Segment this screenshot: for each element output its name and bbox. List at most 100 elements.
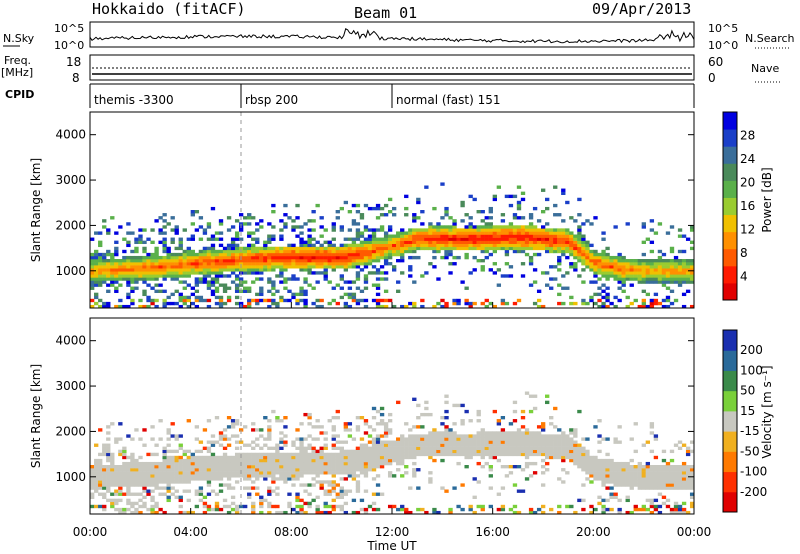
heat-cell	[170, 255, 175, 260]
heat-cell	[532, 406, 538, 411]
heat-cell	[154, 277, 159, 281]
heat-cell	[106, 437, 111, 441]
heat-cell	[194, 295, 200, 300]
heat-cell	[234, 231, 240, 235]
heat-cell	[194, 271, 200, 275]
heat-cell	[303, 246, 308, 251]
heat-cell	[186, 274, 191, 278]
heat-cell	[287, 474, 292, 478]
heat-cell	[218, 431, 224, 435]
heat-cell	[669, 483, 675, 487]
heat-cell	[247, 255, 252, 260]
heat-cell	[573, 461, 578, 466]
heat-cell	[247, 492, 252, 496]
heat-cell	[524, 443, 530, 447]
heat-cell	[484, 225, 489, 229]
heat-cell	[150, 277, 155, 281]
heat-cell	[214, 274, 220, 278]
heat-cell	[287, 477, 292, 481]
heat-cell	[162, 298, 167, 303]
heat-cell	[331, 489, 336, 493]
heat-cell	[106, 483, 111, 487]
heat-cell	[472, 231, 477, 235]
heat-cell	[524, 465, 530, 469]
heat-cell	[593, 255, 598, 260]
heat-cell	[440, 246, 445, 251]
heat-cell	[166, 437, 171, 441]
heat-cell	[202, 504, 208, 509]
heat-cell	[126, 468, 131, 472]
heat-cell	[186, 449, 191, 454]
heat-cell	[452, 437, 457, 441]
heat-cell	[392, 446, 397, 450]
heat-cell	[303, 240, 308, 244]
heat-cell	[412, 243, 417, 248]
heat-cell	[476, 419, 481, 423]
heat-cell	[400, 440, 405, 444]
heat-cell	[408, 246, 413, 251]
heat-cell	[649, 304, 655, 309]
heat-cell	[255, 277, 260, 281]
power-ylabel: Slant Range [km]	[29, 158, 43, 262]
heat-cell	[444, 213, 449, 217]
heat-cell	[243, 304, 248, 309]
heat-cell	[637, 265, 642, 269]
heat-cell	[472, 434, 477, 438]
heat-cell	[351, 259, 357, 263]
heat-cell	[689, 304, 695, 309]
heat-cell	[404, 240, 409, 244]
heat-cell	[186, 304, 191, 309]
heat-cell	[448, 510, 453, 515]
heat-cell	[303, 259, 308, 263]
heat-cell	[182, 295, 187, 300]
heat-cell	[307, 228, 312, 232]
colorbar-swatch	[723, 180, 737, 198]
heat-cell	[496, 243, 502, 248]
heat-cell	[130, 268, 135, 272]
heat-cell	[677, 249, 683, 254]
heat-cell	[102, 277, 107, 281]
heat-cell	[532, 461, 538, 466]
heat-cell	[210, 237, 216, 241]
heat-cell	[359, 252, 365, 257]
heat-cell	[230, 458, 236, 463]
heat-cell	[158, 259, 163, 263]
heat-cell	[351, 219, 357, 223]
heat-cell	[170, 271, 175, 275]
heat-cell	[516, 431, 522, 435]
heat-cell	[166, 271, 171, 275]
heat-cell	[396, 437, 401, 441]
heat-cell	[311, 498, 316, 503]
heat-cell	[512, 440, 518, 444]
heat-cell	[150, 259, 155, 263]
heat-cell	[476, 446, 481, 450]
heat-cell	[126, 280, 131, 284]
heat-cell	[557, 504, 562, 509]
heat-cell	[500, 231, 506, 235]
heat-cell	[251, 255, 256, 260]
heat-cell	[343, 510, 349, 515]
heat-cell	[186, 465, 191, 469]
heat-cell	[504, 225, 510, 229]
heat-cell	[589, 298, 594, 303]
heat-cell	[275, 262, 280, 266]
heat-cell	[432, 246, 437, 251]
heat-cell	[396, 259, 401, 263]
heat-cell	[428, 480, 433, 484]
heat-cell	[234, 246, 240, 251]
heat-cell	[251, 259, 256, 263]
heat-cell	[387, 237, 393, 241]
heat-cell	[375, 434, 381, 438]
heat-cell	[363, 228, 369, 232]
heat-cell	[625, 304, 630, 309]
heat-cell	[420, 222, 425, 226]
heat-cell	[315, 304, 320, 309]
heat-cell	[452, 219, 457, 223]
heat-cell	[661, 262, 667, 266]
heat-cell	[424, 237, 429, 241]
heat-cell	[553, 228, 558, 232]
heat-cell	[408, 240, 413, 244]
heat-cell	[194, 228, 200, 232]
heat-cell	[138, 240, 143, 244]
heat-cell	[412, 231, 417, 235]
